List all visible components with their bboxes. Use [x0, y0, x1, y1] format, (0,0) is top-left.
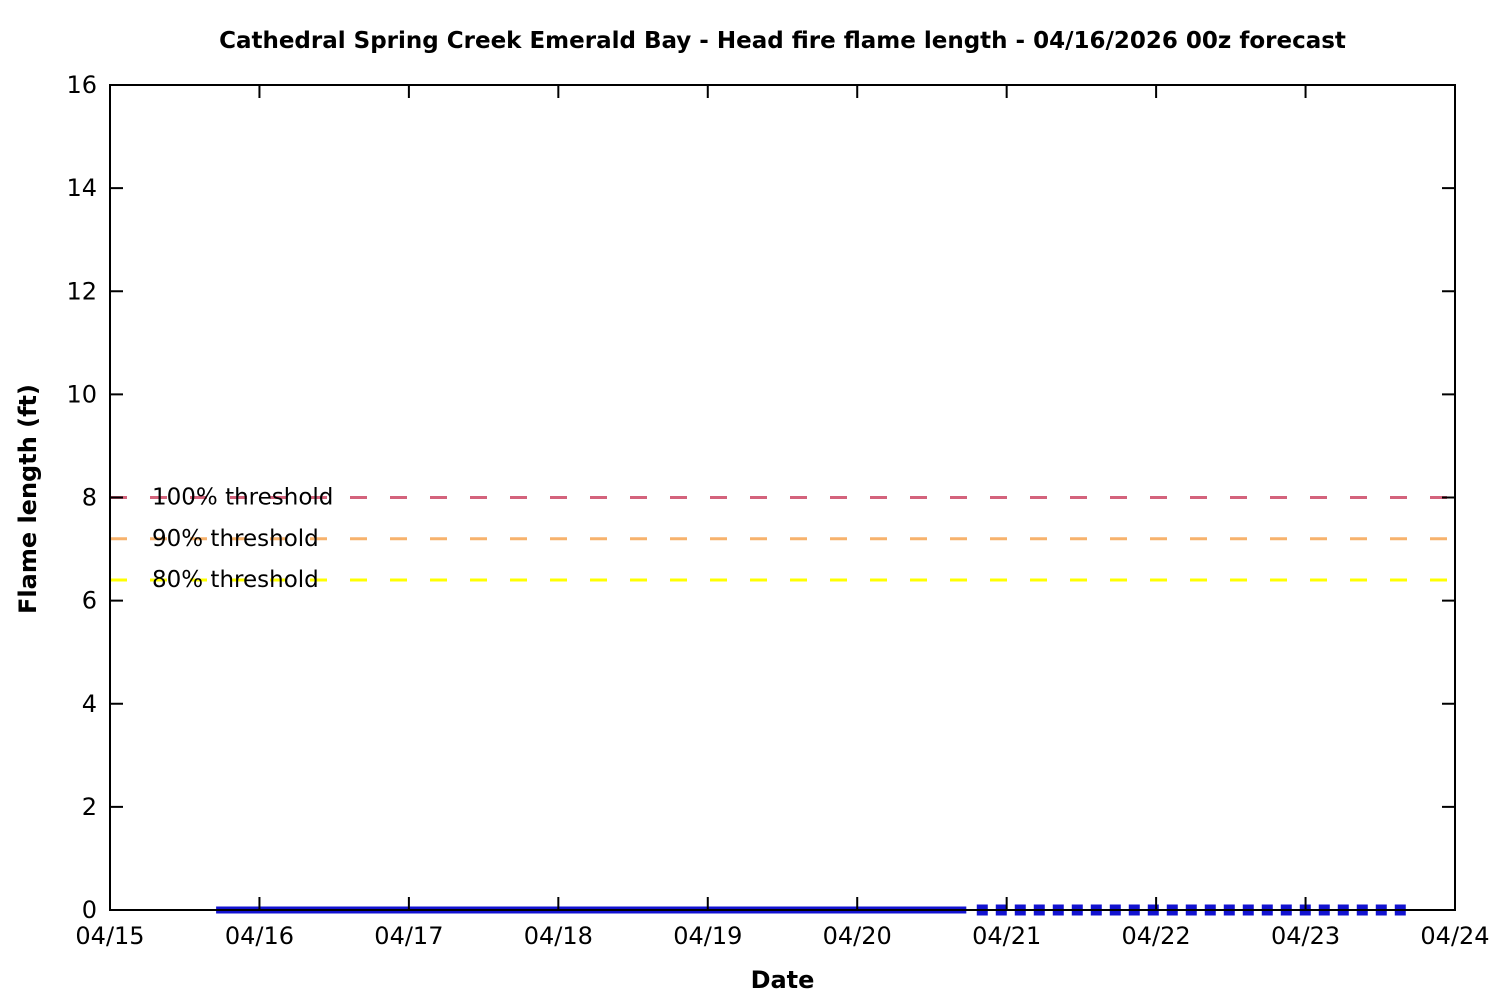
threshold-80-label: 80% threshold [152, 567, 319, 593]
y-axis-label: Flame length (ft) [14, 384, 42, 614]
x-tick-label: 04/24 [1420, 922, 1489, 950]
chart-title: Cathedral Spring Creek Emerald Bay - Hea… [219, 28, 1346, 54]
y-tick-label: 6 [82, 587, 97, 615]
x-tick-label: 04/22 [1122, 922, 1191, 950]
threshold-90-label: 90% threshold [152, 526, 319, 552]
y-tick-label: 0 [82, 896, 97, 924]
x-tick-label: 04/20 [823, 922, 892, 950]
y-tick-label: 10 [66, 380, 97, 408]
x-axis-label: Date [750, 966, 815, 994]
y-tick-label: 8 [82, 484, 97, 512]
y-tick-label: 14 [66, 174, 97, 202]
y-tick-label: 12 [66, 277, 97, 305]
x-tick-label: 04/19 [673, 922, 742, 950]
y-tick-label: 2 [82, 793, 97, 821]
x-tick-label: 04/16 [225, 922, 294, 950]
y-tick-label: 16 [66, 71, 97, 99]
x-tick-label: 04/23 [1271, 922, 1340, 950]
x-tick-label: 04/21 [972, 922, 1041, 950]
x-tick-label: 04/18 [524, 922, 593, 950]
threshold-100-label: 100% threshold [152, 485, 333, 511]
x-tick-label: 04/15 [75, 922, 144, 950]
x-tick-label: 04/17 [374, 922, 443, 950]
y-tick-label: 4 [82, 690, 97, 718]
